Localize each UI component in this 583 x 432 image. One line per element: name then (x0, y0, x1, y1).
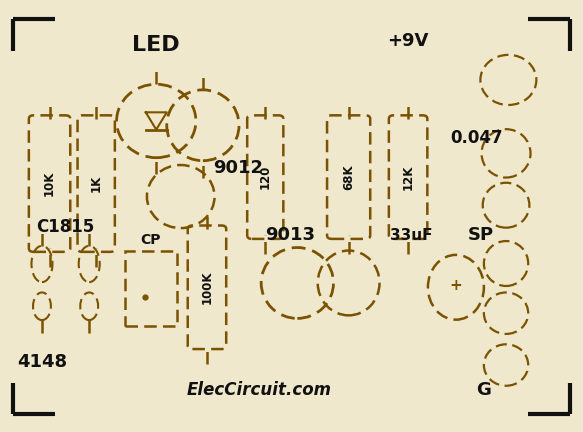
Text: 100K: 100K (201, 270, 213, 304)
Text: 10K: 10K (43, 171, 56, 196)
Text: C1815: C1815 (36, 218, 94, 236)
Text: +9V: +9V (388, 32, 429, 50)
Text: 9012: 9012 (213, 159, 263, 178)
Text: 120: 120 (259, 165, 272, 189)
Text: 12K: 12K (402, 165, 415, 190)
Text: 68K: 68K (342, 164, 355, 190)
Text: CP: CP (140, 233, 161, 247)
Text: LED: LED (132, 35, 180, 55)
Text: 1K: 1K (90, 175, 103, 192)
Text: ElecCircuit.com: ElecCircuit.com (187, 381, 332, 399)
Text: +: + (449, 278, 462, 292)
Text: G: G (476, 381, 491, 399)
Text: SP: SP (468, 226, 494, 245)
Text: 0.047: 0.047 (451, 129, 503, 147)
Text: 9013: 9013 (265, 226, 315, 245)
Text: 4148: 4148 (17, 353, 67, 371)
Text: 33uF: 33uF (391, 228, 433, 243)
